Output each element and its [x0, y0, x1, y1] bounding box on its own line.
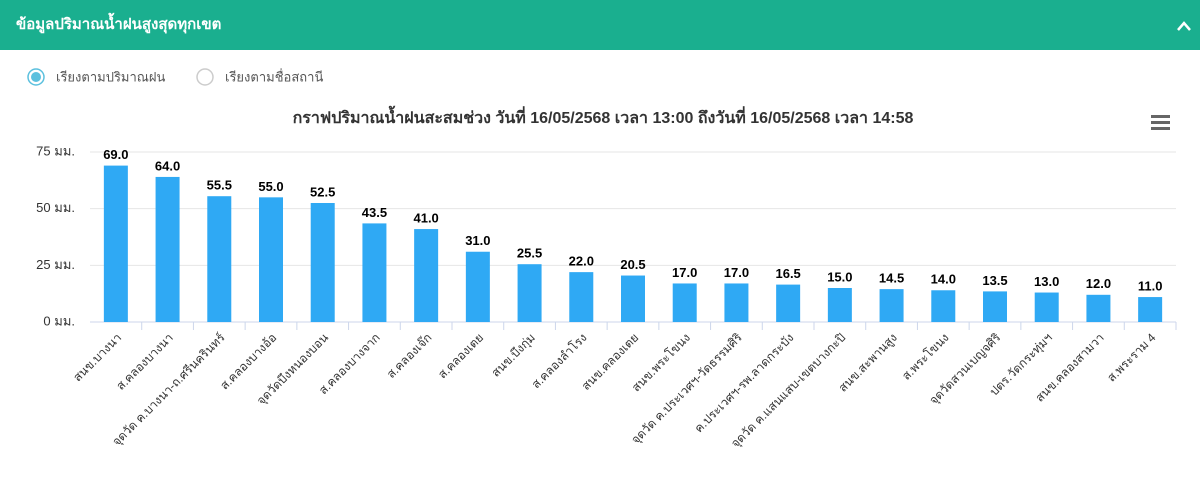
header-bar: [0, 0, 1200, 50]
value-label: 14.5: [879, 271, 904, 286]
radio-label[interactable]: เรียงตามปริมาณฝน: [56, 69, 165, 84]
bar: [672, 283, 697, 322]
menu-line: [1151, 115, 1170, 118]
bar: [983, 291, 1007, 322]
x-tick-label: จุดวัด ค.บางนา-ถ.ศรีนครินทร์: [109, 330, 228, 449]
header-title: ข้อมูลปริมาณน้ำฝนสูงสุดทุกเขต: [16, 12, 221, 34]
bar: [1138, 297, 1163, 322]
bar: [621, 275, 645, 322]
value-label: 64.0: [155, 158, 180, 173]
bar: [879, 289, 904, 322]
x-tick-label: ส.คลองเจ๊ก: [384, 330, 435, 381]
y-tick-label: 75 มม.: [36, 143, 75, 158]
y-tick-label: 50 มม.: [36, 200, 75, 215]
bar: [517, 264, 542, 322]
value-label: 11.0: [1138, 279, 1163, 294]
bar: [724, 283, 749, 322]
x-tick-label: สนข.บางนา: [70, 330, 124, 384]
value-label: 55.0: [258, 179, 283, 194]
x-tick-label: จุดวัด ค.แสนแสบ-เขตบางกะปิ: [728, 330, 849, 451]
x-tick-label: สนข.บึงกุ่ม: [489, 330, 539, 380]
bar: [1034, 292, 1059, 322]
collapse-icon[interactable]: [1177, 21, 1191, 31]
bar: [465, 251, 490, 322]
y-tick-label: 0 มม.: [43, 313, 75, 328]
value-label: 69.0: [103, 147, 128, 162]
menu-icon[interactable]: [1151, 115, 1170, 130]
bar: [569, 272, 594, 322]
x-tick-label: ส.คลองเตย: [435, 330, 486, 381]
bar: [414, 229, 439, 322]
value-label: 17.0: [672, 265, 697, 280]
bar: [931, 290, 956, 322]
radio-button[interactable]: [196, 68, 214, 86]
value-label: 52.5: [310, 184, 335, 199]
bar: [155, 176, 180, 322]
bar: [103, 165, 128, 322]
value-label: 31.0: [465, 233, 490, 248]
value-label: 16.5: [775, 266, 800, 281]
bar: [207, 196, 232, 322]
bar: [776, 284, 801, 322]
value-label: 22.0: [569, 254, 594, 269]
value-label: 13.0: [1034, 274, 1059, 289]
chart-title: กราฟปริมาณน้ำฝนสะสมช่วง วันที่ 16/05/256…: [293, 105, 914, 127]
bar: [1086, 294, 1111, 322]
value-label: 12.0: [1086, 276, 1111, 291]
value-label: 17.0: [724, 265, 749, 280]
value-label: 20.5: [620, 257, 645, 272]
value-label: 55.5: [207, 178, 232, 193]
x-tick-label: ส.พระราม 4: [1104, 330, 1158, 384]
value-label: 13.5: [982, 273, 1007, 288]
radio-dot: [31, 72, 41, 82]
bar: [362, 223, 387, 322]
value-label: 43.5: [362, 205, 387, 220]
value-label: 41.0: [413, 211, 438, 226]
radio-label[interactable]: เรียงตามชื่อสถานี: [225, 68, 323, 84]
bar: [310, 203, 335, 322]
x-tick-label: ค.ประเวศฯ-รพ.ลาดกระบัง: [692, 330, 797, 435]
x-tick-label: ส.พระโขนง: [899, 330, 951, 382]
menu-line: [1151, 121, 1170, 124]
y-tick-label: 25 มม.: [36, 257, 75, 272]
value-label: 25.5: [517, 246, 542, 261]
value-label: 14.0: [931, 272, 956, 287]
value-label: 15.0: [827, 269, 852, 284]
bar: [259, 197, 283, 322]
bar: [827, 288, 852, 322]
menu-line: [1151, 127, 1170, 130]
